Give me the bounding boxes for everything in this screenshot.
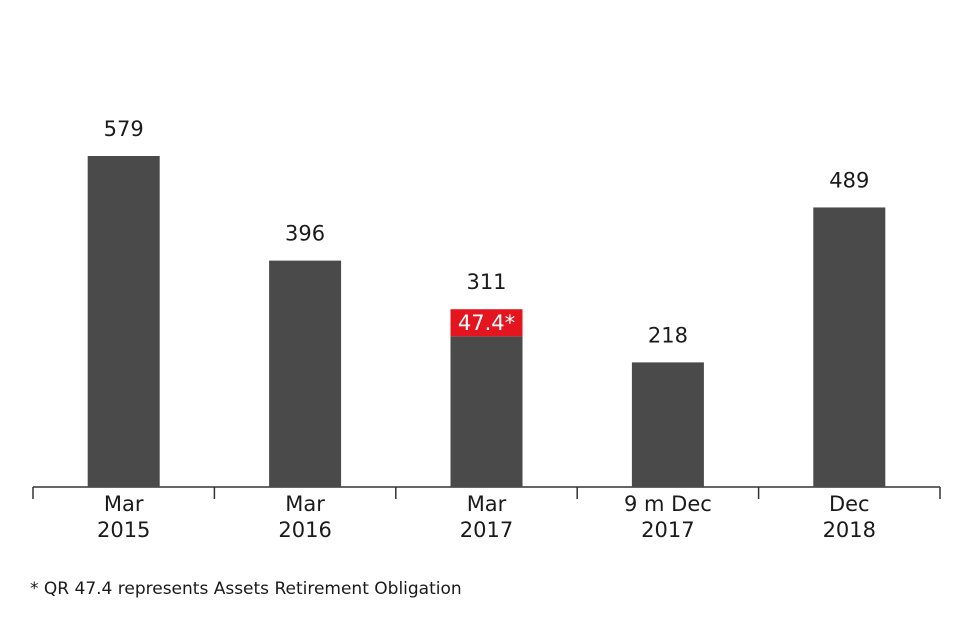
bar-segment	[269, 260, 342, 487]
total-label: 489	[829, 168, 869, 192]
total-label: 579	[104, 117, 144, 141]
x-tick-label: Mar	[467, 492, 507, 516]
x-tick-label: 2018	[823, 518, 876, 542]
x-tick-label: 2017	[460, 518, 513, 542]
x-tick-label: Mar	[285, 492, 325, 516]
total-label: 396	[285, 222, 325, 246]
bar-segment	[631, 362, 704, 487]
x-tick-label: 9 m Dec	[624, 492, 712, 516]
segment-label: 47.4*	[458, 311, 515, 335]
x-tick-label: 2017	[641, 518, 694, 542]
bar-segment	[450, 336, 523, 487]
footnote: * QR 47.4 represents Assets Retirement O…	[30, 579, 462, 599]
bar-segment	[813, 207, 886, 487]
total-label: 218	[648, 323, 688, 347]
bar-segment	[87, 156, 160, 487]
x-tick-label: 2016	[278, 518, 331, 542]
total-label: 311	[466, 270, 506, 294]
x-tick-label: Dec	[829, 492, 870, 516]
bar-segment	[450, 309, 523, 337]
x-tick-label: 2015	[97, 518, 150, 542]
x-tick-label: Mar	[104, 492, 144, 516]
